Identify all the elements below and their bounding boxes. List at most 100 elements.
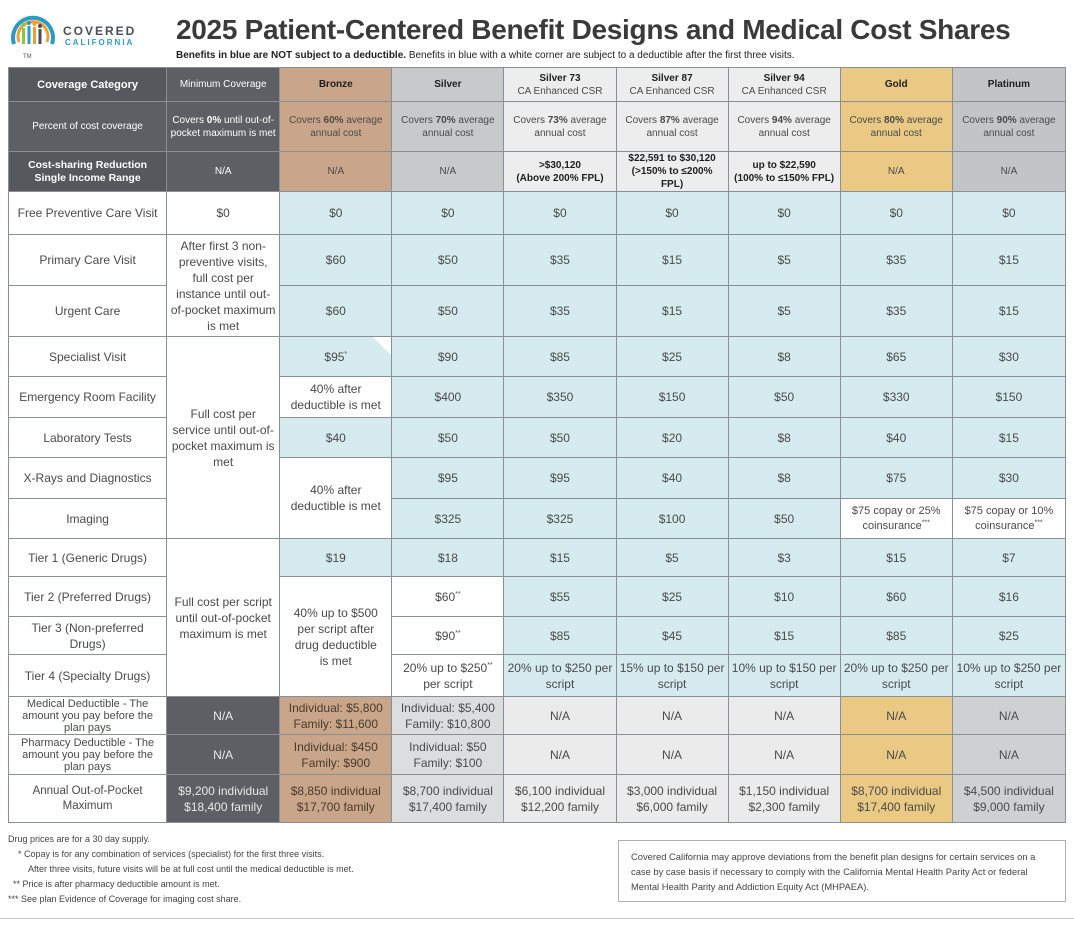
col-minimum-coverage: Minimum Coverage — [166, 67, 281, 102]
lab-s94: $8 — [727, 417, 841, 458]
urgent-s94: $5 — [727, 285, 841, 337]
txt-bold: 0% — [206, 114, 222, 126]
txt: average annual cost — [310, 114, 383, 139]
imaging-silver: $325 — [391, 498, 505, 539]
medded-s94: N/A — [727, 696, 841, 735]
tier4-gold: 20% up to $250 per script — [839, 654, 953, 697]
txt: until out-of-pocket maximum is met — [170, 114, 276, 139]
footnote-mark: ** — [455, 629, 461, 637]
medded-min: N/A — [166, 696, 281, 735]
white-corner — [373, 337, 391, 355]
tier1-s87: $5 — [615, 538, 729, 577]
txt: Covers — [172, 114, 207, 126]
txt: $60 — [435, 589, 456, 604]
col-platinum: Platinum — [951, 67, 1067, 102]
label-xray: X-Rays and Diagnostics — [7, 457, 168, 499]
col-silver-94-sub: CA Enhanced CSR — [741, 85, 827, 97]
imaging-platinum: $75 copay or 10% coinsurance*** — [951, 498, 1067, 539]
col-silver-87: Silver 87 CA Enhanced CSR — [615, 67, 729, 102]
col-silver-87-sub: CA Enhanced CSR — [629, 85, 715, 97]
row-tier1: Tier 1 (Generic Drugs) Full cost per scr… — [7, 538, 1067, 697]
label-tier2: Tier 2 (Preferred Drugs) — [7, 576, 168, 617]
txt: average annual cost — [758, 114, 831, 139]
txt: average annual cost — [422, 114, 495, 139]
imaging-s87: $100 — [615, 498, 729, 539]
txt: $90 — [435, 628, 456, 643]
xray-silver: $95 — [391, 457, 505, 499]
pharmded-platinum: N/A — [951, 734, 1067, 775]
txt: average annual cost — [646, 114, 719, 139]
logo-icon — [11, 15, 55, 45]
page-subtitle: Benefits in blue are NOT subject to a de… — [176, 50, 795, 61]
tier3-gold: $85 — [839, 616, 953, 655]
xray-imaging-bronze: 40% after deductible is met — [279, 457, 393, 539]
tier1-s94: $3 — [727, 538, 841, 577]
txt: Covers — [401, 114, 436, 126]
txt: (>150% to ≤200% FPL) — [631, 166, 713, 190]
csr-label: Cost-sharing Reduction Single Income Rang… — [7, 151, 168, 192]
logo-word-covered: COVERED — [63, 24, 137, 38]
txt: Covers — [849, 114, 884, 126]
medded-platinum: N/A — [951, 696, 1067, 735]
tier3-s87: $45 — [615, 616, 729, 655]
disclaimer-box: Covered California may approve deviation… — [618, 840, 1066, 902]
tier3-silver: $90** — [391, 616, 505, 655]
csr-min: N/A — [166, 151, 281, 192]
row-tier4: Tier 4 (Specialty Drugs) 20% up to $250*… — [7, 654, 1067, 697]
percent-platinum: Covers 90% average annual cost — [951, 101, 1067, 152]
er-s73: $350 — [503, 376, 617, 418]
tier2-s87: $25 — [615, 576, 729, 617]
primary-s73: $35 — [503, 234, 617, 286]
col-silver-73: Silver 73 CA Enhanced CSR — [503, 67, 617, 102]
urgent-bronze: $60 — [279, 285, 393, 337]
primary-gold: $35 — [839, 234, 953, 286]
csr-s87: $22,591 to $30,120 (>150% to ≤200% FPL) — [615, 151, 729, 192]
percent-row: Percent of cost coverage Covers 0% until… — [7, 101, 1067, 152]
oop-platinum: $4,500 individual $9,000 family — [951, 774, 1067, 823]
csr-row: Cost-sharing Reduction Single Income Rang… — [7, 151, 1067, 192]
oop-s87: $3,000 individual $6,000 family — [615, 774, 729, 823]
txt-bold: 80% — [884, 114, 905, 126]
row-pharmacy-deductible: Pharmacy Deductible - The amount you pay… — [7, 734, 1067, 775]
imaging-s94: $50 — [727, 498, 841, 539]
er-s87: $150 — [615, 376, 729, 418]
csr-platinum: N/A — [951, 151, 1067, 192]
label-urgent: Urgent Care — [7, 285, 168, 337]
tier4-platinum: 10% up to $250 per script — [951, 654, 1067, 697]
percent-silver: Covers 70% average annual cost — [391, 101, 505, 152]
percent-min: Covers 0% until out-of-pocket maximum is… — [166, 101, 281, 152]
medded-s87: N/A — [615, 696, 729, 735]
percent-label: Percent of cost coverage — [7, 101, 168, 152]
txt-bold: 87% — [659, 114, 680, 126]
specialist-s87: $25 — [615, 336, 729, 377]
footnote-mark: * — [344, 350, 348, 358]
row-tier2: Tier 2 (Preferred Drugs) 40% up to $500 … — [7, 576, 1067, 697]
footnote-line: After three visits, future visits will b… — [28, 864, 354, 874]
primary-s87: $15 — [615, 234, 729, 286]
row-medical-deductible: Medical Deductible - The amount you pay … — [7, 696, 1067, 735]
label-oop-max: Annual Out-of-Pocket Maximum — [7, 774, 168, 823]
specialist-bronze: $95* — [279, 336, 393, 377]
txt: $22,591 to $30,120 — [628, 153, 716, 164]
csr-gold: N/A — [839, 151, 953, 192]
page-header: COVERED CALIFORNIA TM 2025 Patient-Cente… — [0, 0, 1074, 68]
col-silver-73-name: Silver 73 — [539, 72, 581, 84]
specialist-s94: $8 — [727, 336, 841, 377]
txt: $95 — [324, 349, 345, 364]
txt: Covers — [289, 114, 324, 126]
er-platinum: $150 — [951, 376, 1067, 418]
txt: Covers — [513, 114, 548, 126]
lab-gold: $40 — [839, 417, 953, 458]
preventive-s73: $0 — [503, 191, 617, 235]
primary-s94: $5 — [727, 234, 841, 286]
medded-s73: N/A — [503, 696, 617, 735]
lab-bronze: $40 — [279, 417, 393, 458]
label-er: Emergency Room Facility — [7, 376, 168, 418]
tier1-s73: $15 — [503, 538, 617, 577]
specialist-platinum: $30 — [951, 336, 1067, 377]
label-preventive: Free Preventive Care Visit — [7, 191, 168, 235]
min-group-scripts: Full cost per script until out-of-pocket… — [166, 538, 281, 697]
pharmded-s73: N/A — [503, 734, 617, 775]
preventive-bronze: $0 — [279, 191, 393, 235]
xray-s87: $40 — [615, 457, 729, 499]
